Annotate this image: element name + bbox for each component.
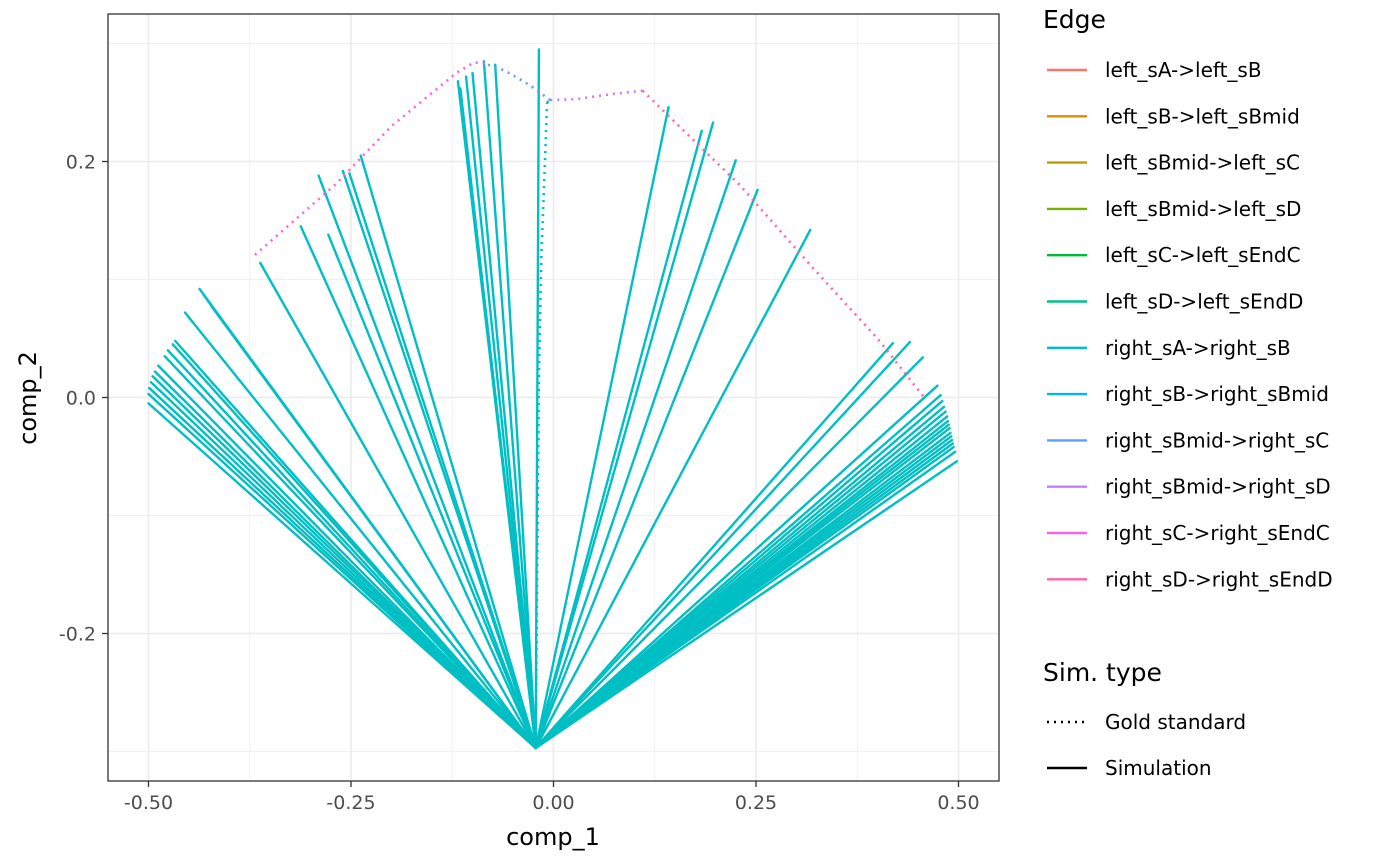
- simulation-line: [534, 342, 895, 750]
- y-tick-label: 0.0: [66, 388, 96, 410]
- simulation-line: [166, 349, 537, 750]
- simulation-line: [327, 233, 537, 750]
- simulation-line: [534, 48, 541, 750]
- simulation-line: [359, 154, 537, 750]
- edge-legend-label: right_sBmid->right_sD: [1105, 475, 1331, 499]
- simulation-line: [534, 129, 703, 750]
- x-tick-label: -0.25: [326, 792, 375, 814]
- x-tick-label: -0.50: [124, 792, 173, 814]
- edge-legend-label: left_sB->left_sBmid: [1105, 104, 1300, 128]
- edge-legend-label: right_sA->right_sB: [1105, 336, 1291, 360]
- simulation-line: [471, 71, 537, 750]
- simulation-line: [534, 188, 759, 750]
- sim-type-legend-label: Gold standard: [1105, 710, 1246, 734]
- simulation-line: [534, 159, 737, 750]
- sim-type-legend-title: Sim. type: [1043, 658, 1162, 687]
- simulation-line: [209, 304, 537, 750]
- edge-legend-title: Edge: [1043, 5, 1106, 34]
- y-tick-label: -0.2: [59, 624, 96, 646]
- y-axis-ticks: -0.2 0.0 0.2: [59, 152, 108, 646]
- simulation-line: [482, 60, 537, 750]
- simulation-line: [534, 384, 939, 750]
- simulation-line: [534, 460, 959, 750]
- simulation-line: [157, 364, 537, 750]
- simulation-line: [259, 261, 537, 750]
- edge-legend-label: right_sB->right_sBmid: [1105, 382, 1329, 406]
- simulation-line: [534, 228, 812, 750]
- major-grid: [108, 14, 999, 781]
- edge-legend-label: right_sC->right_sEndC: [1105, 521, 1330, 545]
- sim-type-legend: Sim. type Gold standard Simulation: [1043, 658, 1246, 780]
- x-tick-label: 0.25: [735, 792, 777, 814]
- edge-legend-label: left_sBmid->left_sC: [1105, 151, 1300, 175]
- simulation-lines: [147, 48, 959, 750]
- y-axis-title: comp_2: [14, 351, 42, 445]
- edge-legend-label: right_sD->right_sEndD: [1105, 567, 1333, 591]
- gold-standard-lines: [252, 61, 928, 748]
- x-tick-label: 0.50: [937, 792, 979, 814]
- gold-standard-line: [546, 99, 552, 104]
- simulation-line: [534, 450, 957, 750]
- sim-type-legend-label: Simulation: [1105, 756, 1212, 780]
- y-tick-label: 0.2: [66, 152, 96, 174]
- simulation-line: [493, 63, 537, 750]
- simulation-line: [534, 340, 912, 750]
- x-axis-title: comp_1: [506, 823, 600, 851]
- simulation-line: [534, 356, 925, 750]
- gold-standard-line: [252, 61, 485, 257]
- edge-legend-label: left_sC->left_sEndC: [1105, 243, 1301, 267]
- edge-legend-label: right_sBmid->right_sC: [1105, 428, 1329, 452]
- edge-legend-label: left_sBmid->left_sD: [1105, 197, 1301, 221]
- gold-standard-line: [484, 62, 552, 102]
- edge-legend-label: left_sA->left_sB: [1105, 58, 1262, 82]
- simulation-line: [534, 106, 670, 750]
- edge-legend-label: left_sD->left_sEndD: [1105, 290, 1303, 314]
- simulation-line: [299, 225, 537, 750]
- x-tick-label: 0.00: [532, 792, 574, 814]
- edge-legend: Edge left_sA->left_sB left_sB->left_sBmid…: [1043, 5, 1333, 591]
- gold-standard-line: [550, 89, 643, 102]
- x-axis-ticks: -0.50 -0.25 0.00 0.25 0.50: [124, 781, 980, 814]
- simulation-line: [183, 311, 537, 750]
- simulation-line: [348, 172, 537, 750]
- gold-standard-line: [641, 89, 928, 401]
- simulation-line: [317, 174, 537, 750]
- simulation-line: [534, 121, 715, 750]
- simulation-line: [174, 339, 537, 750]
